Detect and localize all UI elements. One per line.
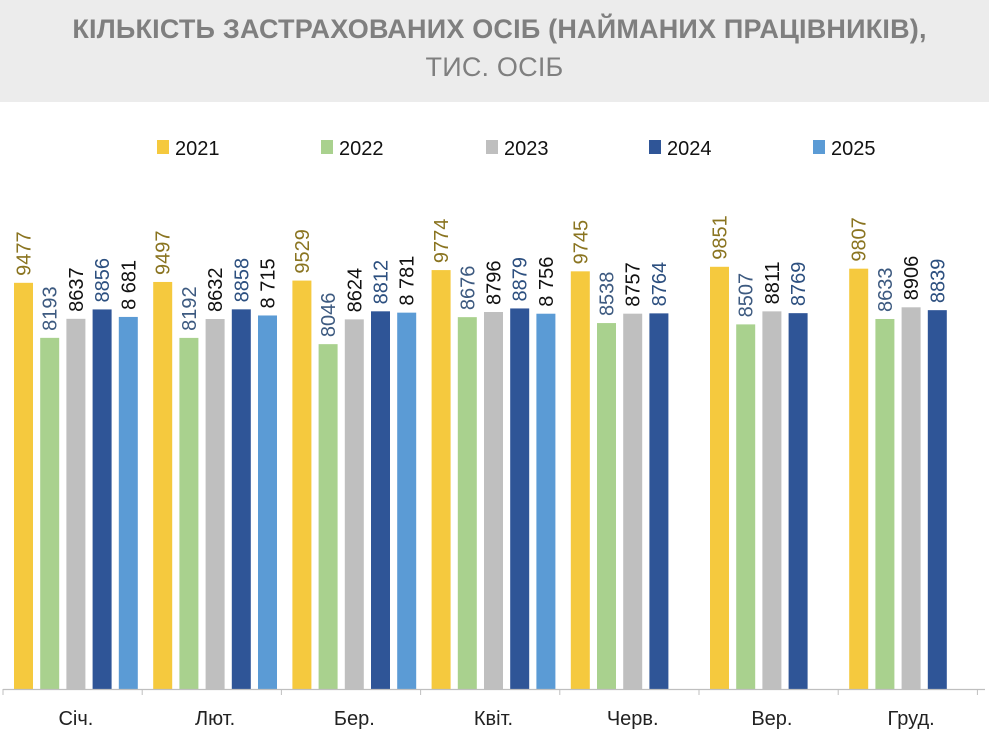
value-label-2023-0: 8637 — [66, 267, 88, 312]
bar-2024-2 — [371, 311, 390, 689]
value-label-2023-3: 8796 — [484, 261, 506, 306]
value-label-2022-4: 8538 — [597, 272, 619, 317]
value-label-2021-3: 9774 — [431, 219, 453, 264]
legend-item-2023: 2023 — [486, 138, 549, 160]
value-label-2022-5: 8507 — [736, 273, 758, 318]
bar-2022-1 — [179, 337, 199, 689]
value-label-2021-2: 9529 — [292, 229, 314, 274]
legend-swatch — [157, 140, 169, 154]
value-label-2023-2: 8624 — [344, 268, 366, 313]
category-label: Черв. — [607, 708, 659, 730]
bar-2023-6 — [901, 307, 921, 689]
value-label-2025-3: 8 756 — [536, 257, 558, 307]
value-label-2021-5: 9851 — [710, 215, 732, 260]
bar-2024-4 — [649, 313, 669, 689]
bar-2022-4 — [597, 323, 616, 689]
bar-2024-5 — [788, 313, 808, 689]
bar-2025-1 — [258, 315, 277, 689]
value-label-2023-5: 8811 — [762, 261, 784, 304]
legend-swatch — [321, 140, 333, 154]
bar-2021-5 — [710, 266, 729, 689]
value-label-2025-1: 8 715 — [258, 258, 280, 308]
bar-2023-1 — [205, 319, 225, 689]
legend-item-2025: 2025 — [813, 138, 876, 160]
bar-2021-4 — [570, 271, 590, 689]
chart-title-line2: ТИС. ОСІБ — [425, 52, 564, 82]
value-label-2022-0: 8193 — [40, 286, 62, 331]
x-axis: Січ. Лют. Бер. Квіт. Черв. Вер. Груд. — [2, 688, 985, 730]
value-label-2024-3: 8879 — [510, 257, 532, 302]
category-label: Лют. — [195, 708, 235, 730]
value-label-2025-0: 8 681 — [118, 260, 140, 310]
bar-2025-2 — [397, 312, 417, 689]
bar-2021-1 — [153, 281, 173, 689]
legend-swatch — [486, 140, 498, 154]
bar-2022-3 — [457, 317, 477, 689]
legend-item-2021: 2021 — [157, 138, 220, 160]
value-label-2024-0: 8856 — [92, 258, 114, 303]
bar-2021-6 — [849, 268, 869, 689]
legend-swatch — [813, 140, 825, 154]
bars-group — [14, 266, 947, 689]
value-label-2021-1: 9497 — [153, 230, 175, 275]
category-label: Січ. — [58, 708, 93, 730]
value-label-2023-1: 8632 — [205, 268, 227, 313]
title-band — [0, 0, 989, 102]
bar-2024-0 — [92, 309, 112, 689]
bar-2023-2 — [344, 319, 364, 689]
bar-2021-2 — [292, 280, 312, 689]
value-label-2024-6: 8839 — [927, 259, 949, 304]
legend: 2021 2022 2023 2024 2025 — [157, 138, 876, 160]
bar-2022-2 — [318, 344, 338, 689]
value-label-2024-2: 8812 — [371, 260, 393, 305]
value-label-2022-2: 8046 — [318, 293, 340, 338]
legend-label: 2025 — [831, 138, 876, 160]
bar-2022-5 — [736, 324, 756, 689]
value-label-2024-1: 8858 — [231, 258, 253, 303]
value-label-2021-6: 9807 — [849, 217, 871, 262]
bar-2024-6 — [927, 310, 947, 689]
bar-2023-4 — [623, 313, 643, 689]
value-label-2021-4: 9745 — [570, 220, 592, 265]
category-label: Вер. — [751, 708, 792, 730]
value-label-2024-4: 8764 — [649, 262, 671, 307]
value-label-2023-6: 8906 — [901, 256, 923, 301]
bar-2025-0 — [118, 316, 138, 689]
chart-title: КІЛЬКІСТЬ ЗАСТРАХОВАНИХ ОСІБ (НАЙМАНИХ П… — [0, 14, 989, 83]
category-label: Бер. — [334, 708, 375, 730]
bar-2024-1 — [231, 309, 251, 689]
bar-2021-3 — [431, 270, 451, 689]
bar-2023-3 — [484, 312, 503, 689]
legend-item-2022: 2022 — [321, 138, 384, 160]
chart-title-line1: КІЛЬКІСТЬ ЗАСТРАХОВАНИХ ОСІБ (НАЙМАНИХ П… — [72, 14, 927, 44]
bar-2024-3 — [510, 308, 530, 689]
bar-2023-0 — [66, 318, 86, 689]
legend-swatch — [649, 140, 661, 154]
bar-2023-5 — [762, 311, 782, 689]
value-label-2022-6: 8633 — [875, 267, 897, 312]
legend-label: 2024 — [667, 138, 712, 160]
value-label-2024-5: 8769 — [788, 262, 810, 307]
value-label-2021-0: 9477 — [14, 231, 36, 276]
bar-2021-0 — [14, 282, 33, 689]
value-label-2022-1: 8192 — [179, 286, 201, 331]
category-label: Груд. — [888, 708, 935, 730]
legend-label: 2021 — [175, 138, 220, 160]
legend-label: 2023 — [504, 138, 549, 160]
bar-2025-3 — [536, 313, 556, 689]
value-label-2025-2: 8 781 — [397, 256, 419, 306]
bar-2022-6 — [875, 318, 895, 689]
legend-item-2024: 2024 — [649, 138, 712, 160]
value-label-2023-4: 8757 — [623, 262, 645, 307]
category-label: Квіт. — [474, 708, 513, 730]
legend-label: 2022 — [339, 138, 384, 160]
value-label-2022-3: 8676 — [457, 266, 479, 311]
bar-2022-0 — [40, 337, 60, 689]
